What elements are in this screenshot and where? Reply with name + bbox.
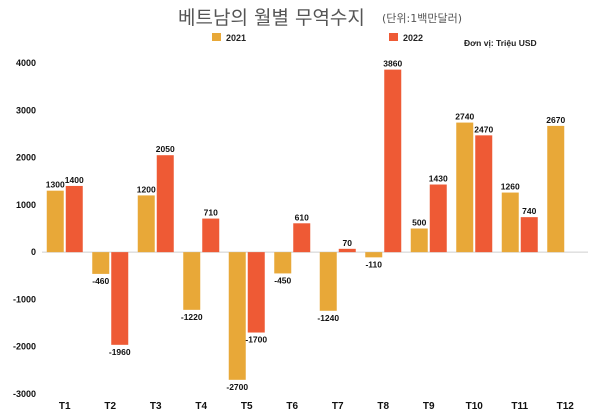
data-label-2021-T3: 1200 (137, 184, 156, 194)
bar-2021-T2 (92, 252, 110, 274)
bar-2022-T7 (338, 248, 356, 253)
y-tick-label: -3000 (13, 389, 36, 399)
data-label-2022-T7: 70 (343, 238, 353, 248)
bar-2021-T11 (501, 192, 519, 253)
bar-2021-T12 (547, 125, 565, 253)
x-axis: T1 T2 T3 T4 T5 T6 T7 T8 T9 T10 T11 T12 (59, 401, 574, 412)
data-label-2021-T10: 2740 (455, 112, 474, 122)
bar-2022-T11 (520, 217, 538, 253)
bar-2022-T3 (156, 155, 174, 253)
data-label-2022-T4: 710 (204, 208, 218, 218)
data-label-2022-T10: 2470 (474, 124, 493, 134)
bars-group: 1300 1400 -460 -1960 1200 2050 -1220 710 -2700 -1… (46, 59, 566, 392)
y-tick-label: 0 (31, 247, 36, 257)
bar-2022-T8 (384, 69, 402, 253)
bar-2021-T3 (137, 195, 155, 253)
data-label-2021-T2: -460 (92, 276, 109, 286)
x-tick-label: T2 (104, 401, 116, 412)
y-tick-label: -1000 (13, 294, 36, 304)
bar-2022-T10 (475, 135, 493, 253)
legend-label-2021: 2021 (226, 33, 246, 43)
bar-2022-T4 (202, 218, 220, 253)
data-label-2022-T2: -1960 (109, 347, 131, 357)
chart-subtitle: (단위:1백만달러) (382, 12, 462, 25)
data-label-2021-T5: -2700 (226, 382, 248, 392)
bar-2021-T4 (183, 252, 201, 310)
data-label-2022-T6: 610 (295, 212, 309, 222)
x-tick-label: T8 (377, 401, 389, 412)
x-tick-label: T4 (195, 401, 207, 412)
y-tick-label: 1000 (16, 200, 36, 210)
data-label-2022-T1: 1400 (65, 175, 84, 185)
bar-2021-T9 (410, 228, 428, 253)
bar-2022-T6 (293, 223, 311, 253)
x-tick-label: T7 (332, 401, 344, 412)
bar-2021-T8 (365, 252, 383, 258)
data-label-2022-T3: 2050 (156, 144, 175, 154)
bar-2022-T1 (65, 185, 83, 253)
x-tick-label: T5 (241, 401, 253, 412)
x-tick-label: T6 (286, 401, 298, 412)
x-tick-label: T10 (466, 401, 484, 412)
bar-2022-T9 (429, 184, 447, 253)
bar-2022-T2 (111, 252, 129, 345)
bar-2021-T5 (228, 252, 246, 380)
x-tick-label: T11 (511, 401, 528, 412)
y-tick-label: 2000 (16, 153, 36, 163)
bar-2021-T1 (46, 190, 64, 253)
data-label-2021-T6: -450 (274, 275, 291, 285)
legend-swatch-2022 (389, 33, 398, 41)
x-tick-label: T12 (557, 401, 575, 412)
legend-swatch-2021 (212, 33, 221, 41)
y-axis: 4000 3000 2000 1000 0 -1000 -2000 -3000 (13, 58, 588, 399)
x-tick-label: T9 (423, 401, 435, 412)
data-label-2021-T11: 1260 (501, 182, 520, 192)
legend-label-2022: 2022 (403, 33, 423, 43)
data-label-2022-T5: -1700 (245, 335, 267, 345)
y-tick-label: 4000 (16, 58, 36, 68)
bar-2021-T7 (319, 252, 337, 311)
data-label-2022-T8: 3860 (383, 59, 402, 69)
chart-title: 베트남의 월별 무역수지 (178, 7, 365, 29)
data-label-2021-T12: 2670 (546, 115, 565, 125)
data-label-2021-T1: 1300 (46, 180, 65, 190)
y-tick-label: 3000 (16, 105, 36, 115)
data-label-2021-T7: -1240 (317, 313, 339, 323)
bar-2021-T10 (456, 122, 474, 253)
bar-2021-T6 (274, 252, 292, 274)
data-label-2021-T8: -110 (365, 259, 382, 269)
x-tick-label: T3 (150, 401, 162, 412)
data-label-2022-T9: 1430 (429, 174, 448, 184)
data-label-2021-T4: -1220 (181, 312, 203, 322)
x-tick-label: T1 (59, 401, 71, 412)
y-tick-label: -2000 (13, 342, 36, 352)
data-label-2022-T11: 740 (522, 206, 536, 216)
unit-note: Đơn vị: Triệu USD (464, 38, 537, 48)
bar-2022-T5 (247, 252, 265, 333)
data-label-2021-T9: 500 (412, 218, 426, 228)
